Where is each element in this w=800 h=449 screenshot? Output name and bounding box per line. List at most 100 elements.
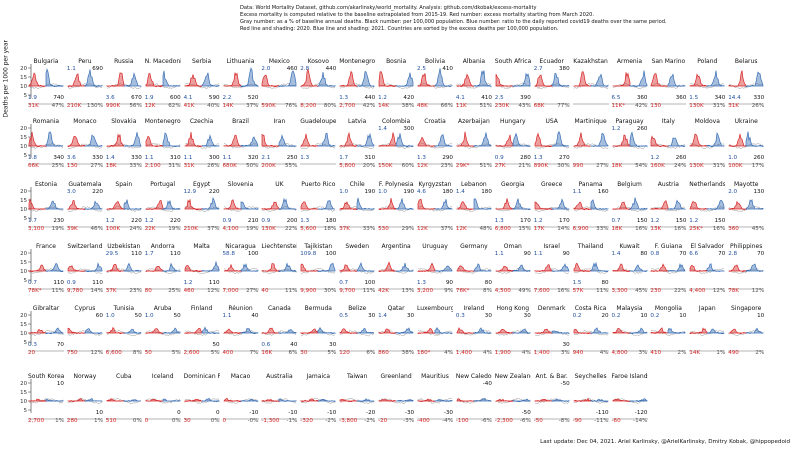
excess-percent: 16% xyxy=(712,226,726,232)
series-2020 xyxy=(612,134,630,148)
series-2020 xyxy=(145,265,164,273)
excess-deaths: 4,800 xyxy=(611,350,628,356)
excess-percent: 26% xyxy=(207,163,220,169)
country-panel: Netherlands 1.2 150 25K* 16% xyxy=(689,181,726,233)
series-2020 xyxy=(417,398,436,402)
country-name: F. Guiana xyxy=(654,243,683,250)
excess-percent: -2% xyxy=(325,418,337,424)
excess-deaths: 80 xyxy=(144,288,152,294)
country-sparkline xyxy=(66,327,103,352)
country-panel: Montenegro 1.1 310 2,100 31% xyxy=(144,118,181,170)
series-2020 xyxy=(495,265,514,272)
covid-ratio: 1.2 xyxy=(378,95,387,101)
series-2020 xyxy=(28,398,47,403)
country-sparkline xyxy=(339,328,376,352)
excess-deaths: 31K xyxy=(28,103,39,109)
country-panel: Uzbekistan 29.5 110 37K 23% xyxy=(105,243,142,295)
country-panel: Finland 50 2,600 5% xyxy=(183,305,220,357)
excess-percent: 16% xyxy=(673,226,687,232)
baseline-line xyxy=(612,398,647,405)
country-panel: Kosovo 2.8 440 8,200 80% xyxy=(300,58,337,110)
excess-percent: 7% xyxy=(249,350,259,356)
country-panel: Liechtenstein 40 11% xyxy=(261,243,298,295)
country-sparkline xyxy=(222,199,259,228)
excess-percent: 6% xyxy=(366,350,376,356)
covid-ratio: 1.4 xyxy=(378,126,387,132)
country-panel: Canada 0.6 40 16K 6% xyxy=(261,305,298,357)
covid-ratio: 109.8 xyxy=(300,251,317,257)
country-sparkline xyxy=(144,199,181,228)
excess-deaths: 68K xyxy=(533,103,545,109)
excess-deaths: 4,500 xyxy=(494,288,511,294)
series-2021 xyxy=(240,136,258,147)
excess-deaths: 12K xyxy=(455,226,467,232)
excess-deaths: 30 xyxy=(183,418,191,424)
series-2021 xyxy=(511,264,531,273)
excess-percent: 30% xyxy=(557,163,570,169)
excess-per-100k: 70 xyxy=(679,251,687,257)
series-2020 xyxy=(378,71,397,88)
country-name: Kuwait xyxy=(619,243,640,250)
country-sparkline xyxy=(650,327,687,352)
country-panel: Luxembourg 180* 4% xyxy=(417,305,453,357)
country-name: Faroe Islands xyxy=(611,373,648,380)
series-2021 xyxy=(84,134,103,148)
excess-percent: 14% xyxy=(557,226,570,232)
baseline-line xyxy=(223,267,258,275)
country-name: Romania xyxy=(32,118,60,125)
country-name: Tajikistan xyxy=(304,243,333,250)
country-sparkline xyxy=(611,197,648,228)
excess-per-100k: 320 xyxy=(247,155,259,161)
series-2021 xyxy=(434,265,453,272)
baseline-line xyxy=(184,329,219,336)
excess-deaths: -60 xyxy=(611,418,621,424)
excess-deaths: 25K* xyxy=(689,226,703,232)
series-2020 xyxy=(106,200,125,211)
series-2020 xyxy=(378,261,397,273)
series-2021 xyxy=(745,327,764,335)
excess-per-100k: 590 xyxy=(208,95,220,101)
excess-percent: 49% xyxy=(518,288,531,294)
excess-deaths: -90 xyxy=(572,418,582,424)
country-sparkline xyxy=(105,326,142,352)
series-2021 xyxy=(668,199,686,211)
excess-deaths: 29K* xyxy=(455,163,470,169)
excess-per-100k: 50 xyxy=(134,313,142,319)
country-panel: Seychelles -110 -90 -11% xyxy=(572,373,609,425)
series-2021 xyxy=(473,70,492,88)
series-2020 xyxy=(651,327,669,335)
country-panel: Moldova 130K 31% xyxy=(689,118,726,170)
series-2020 xyxy=(28,131,47,148)
series-2020 xyxy=(417,136,436,148)
series-2020 xyxy=(339,328,358,334)
country-sparkline xyxy=(300,326,337,352)
country-sparkline xyxy=(300,132,337,165)
series-2020 xyxy=(456,265,475,273)
series-2021 xyxy=(162,132,181,147)
country-panel: Uruguay 1.3 90 3,200 9% xyxy=(417,243,453,295)
series-2021 xyxy=(512,328,531,335)
excess-per-100k: 270 xyxy=(559,155,570,161)
excess-percent: 2% xyxy=(677,350,687,356)
excess-percent: 26% xyxy=(751,103,765,109)
excess-deaths: -20 xyxy=(378,418,388,424)
country-sparkline xyxy=(183,131,220,165)
country-sparkline xyxy=(183,197,220,228)
excess-deaths: 200K xyxy=(261,163,276,169)
country-panel: Argentina 42K 13% xyxy=(378,243,415,295)
excess-deaths: 490 xyxy=(728,350,739,356)
country-sparkline xyxy=(494,397,531,420)
y-tick-label: 5 xyxy=(24,153,27,159)
excess-deaths: 78K* xyxy=(28,288,42,294)
excess-per-100k: 110 xyxy=(53,280,64,286)
covid-ratio: 1.1 xyxy=(144,155,154,161)
country-panel: USA 1.3 270 890K 30% xyxy=(533,118,570,170)
covid-ratio: 0.7 xyxy=(339,280,349,286)
country-panel: Ireland 0.3 30 1,400 4% xyxy=(455,305,492,357)
excess-per-100k: 150 xyxy=(636,218,648,224)
excess-per-100k: 600 xyxy=(170,95,181,101)
covid-ratio: 1.1 xyxy=(66,66,76,72)
country-name: Canada xyxy=(267,305,291,312)
baseline-line xyxy=(262,82,297,89)
y-tick-label: 10 xyxy=(20,331,27,337)
